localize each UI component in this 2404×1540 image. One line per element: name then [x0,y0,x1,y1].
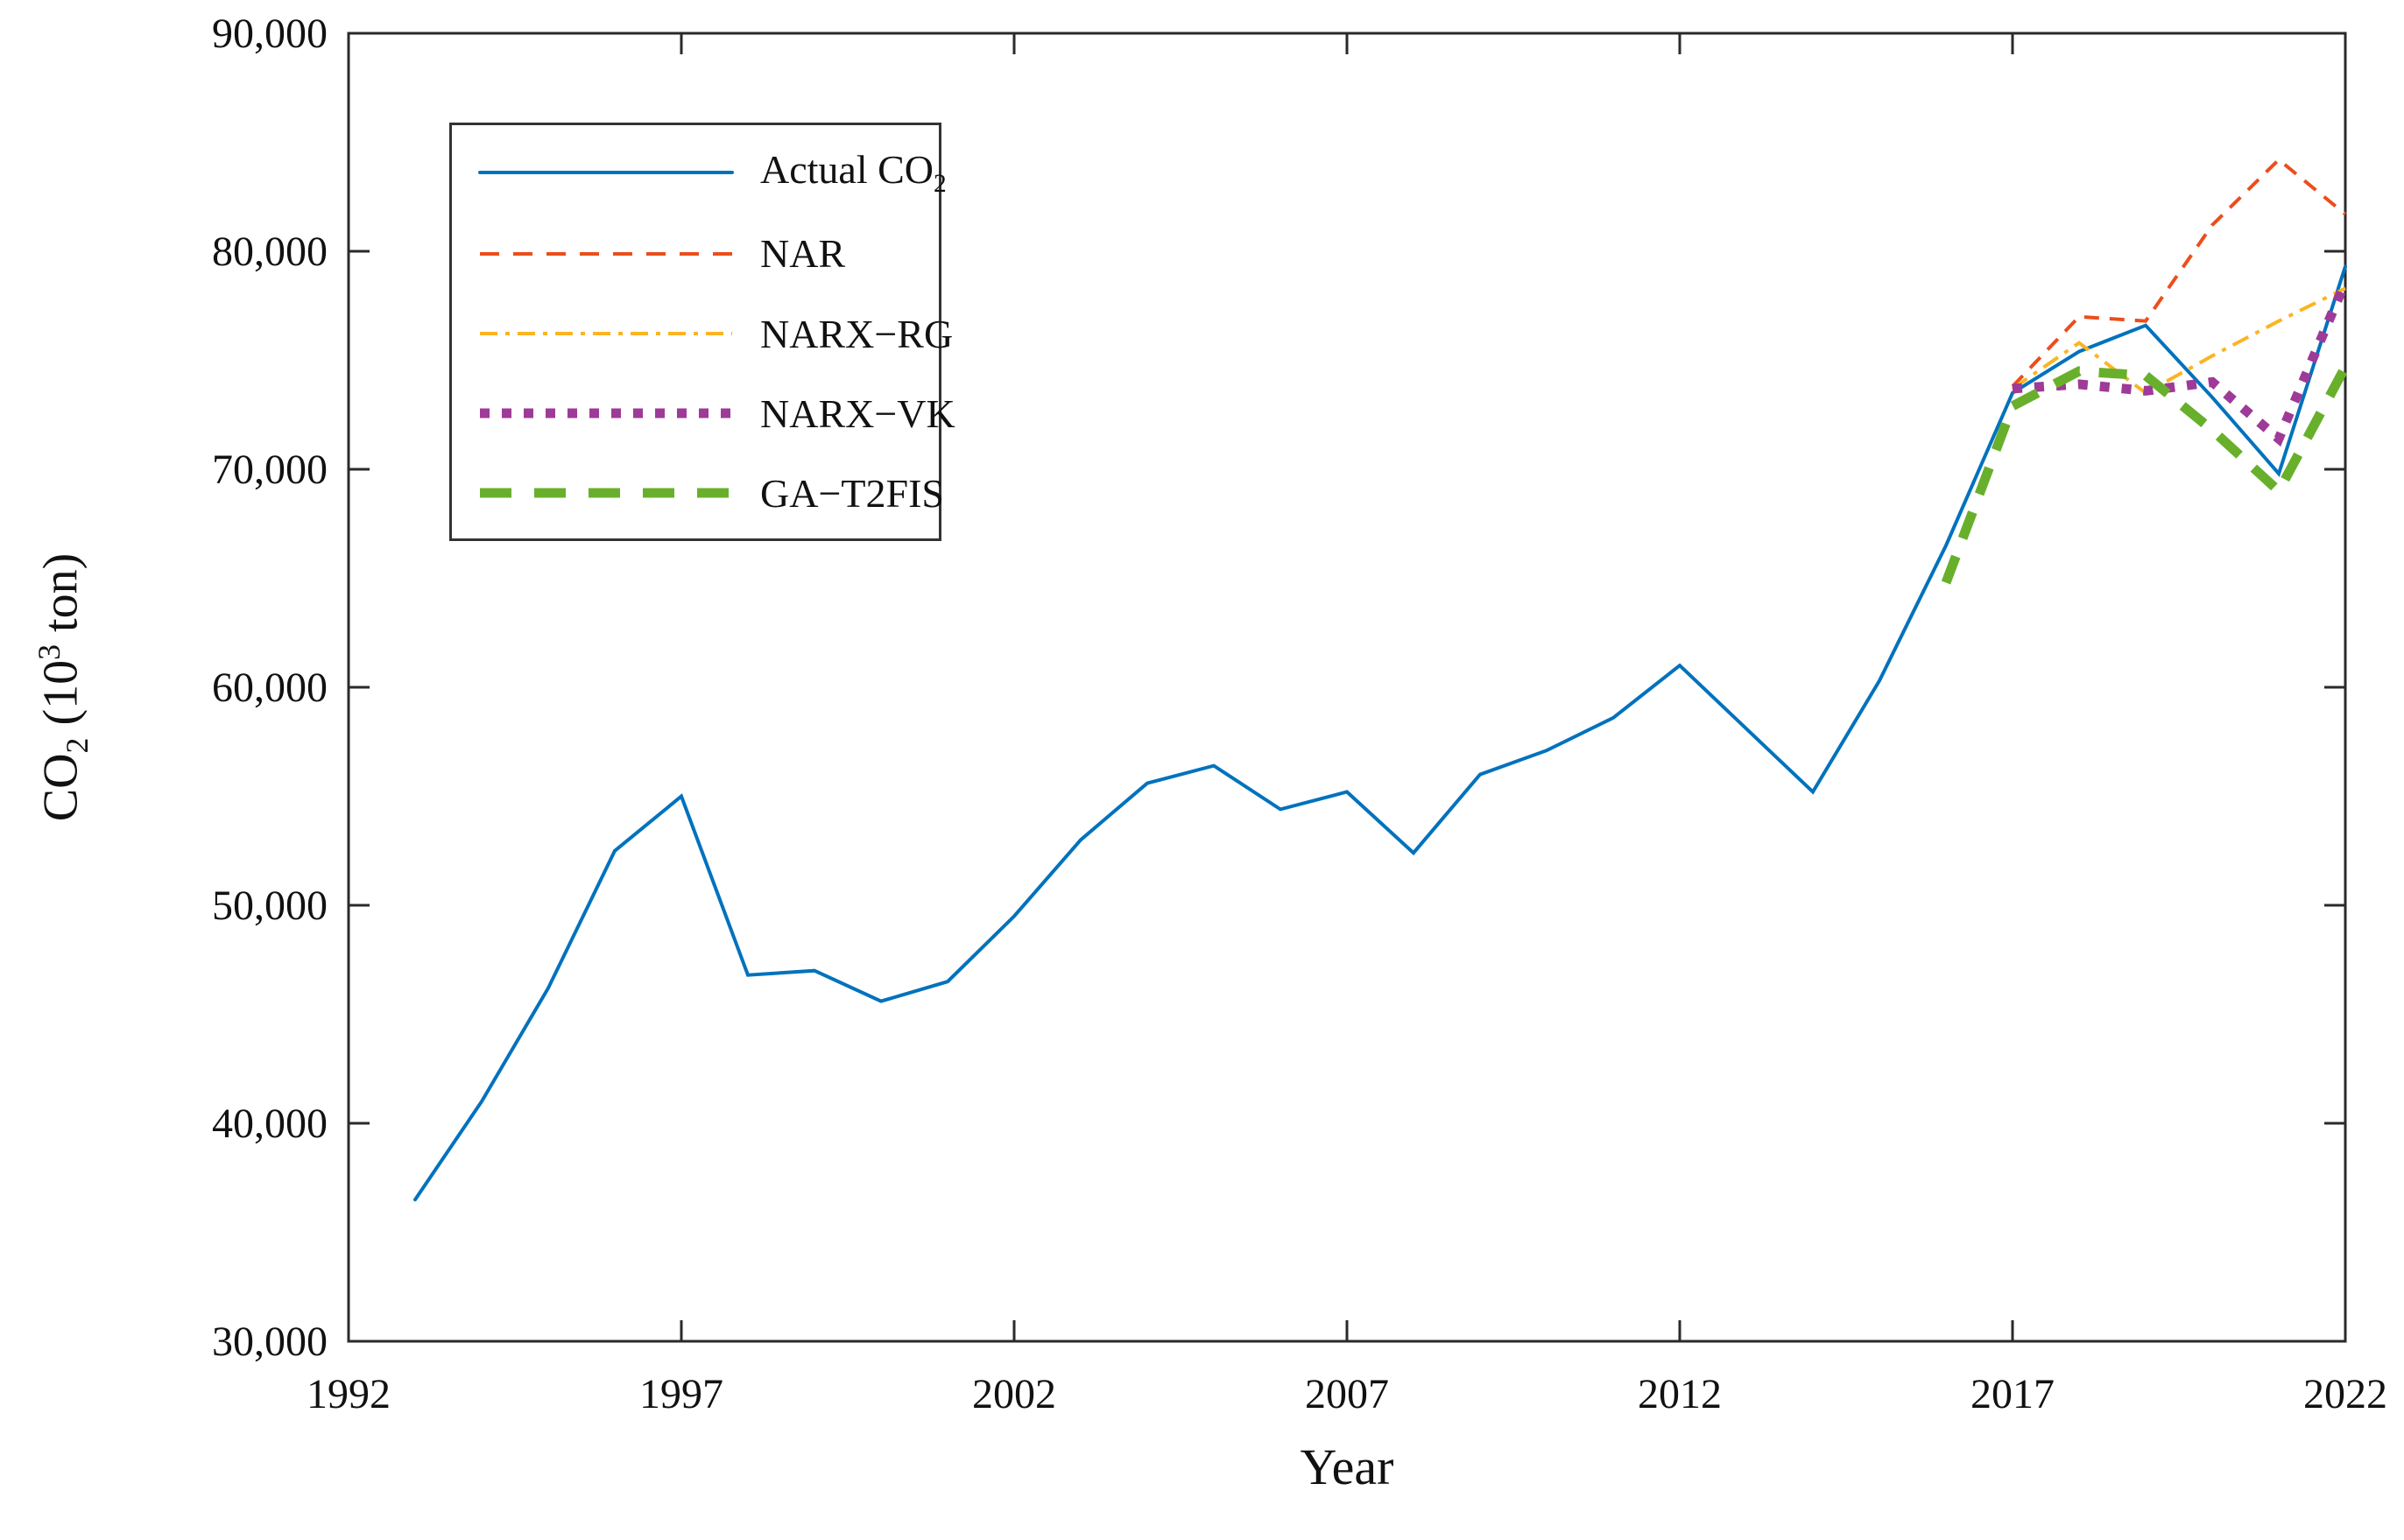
svg-text:1992: 1992 [307,1371,391,1417]
legend-item-nar: NAR [475,229,939,278]
legend-line-ga-t2fis-icon [480,488,732,498]
svg-text:1997: 1997 [639,1371,723,1417]
svg-text:30,000: 30,000 [212,1318,328,1365]
legend: Actual CO2 NAR NARX−RG NARX−VK GA−T2FIS [449,123,955,541]
legend-label-narx-vk: NARX−VK [760,390,955,436]
series-line-ga-t2fis [1941,364,2350,585]
series-line-actual-co2 [413,264,2347,1202]
legend-line-nar-icon [480,251,732,256]
svg-text:60,000: 60,000 [212,665,328,711]
legend-label-ga-t2fis: GA−T2FIS [760,470,944,516]
svg-text:40,000: 40,000 [212,1101,328,1147]
y-axis-ticks [349,32,2345,1343]
y-axis-label-text2: (10 [33,659,88,738]
x-axis-tick-labels: 1992 1997 2002 2007 2012 2017 2022 [307,1371,2387,1417]
legend-label-nar: NAR [760,231,846,277]
x-axis-label: Year [1300,1438,1394,1495]
svg-text:2012: 2012 [1638,1371,1722,1417]
x-axis-ticks [347,33,2347,1341]
svg-text:2002: 2002 [972,1371,1056,1417]
legend-label-narx-rg: NARX−RG [760,311,954,356]
svg-text:2007: 2007 [1305,1371,1389,1417]
legend-line-narx-rg-icon [480,332,732,336]
y-axis-label-text: CO [33,753,88,822]
svg-text:2017: 2017 [1970,1371,2055,1417]
legend-item-narx-vk: NARX−VK [475,389,955,438]
series-lines [413,157,2351,1202]
y-axis-label-subscript: 2 [59,737,95,754]
svg-text:80,000: 80,000 [212,229,328,275]
legend-line-actual-co2-icon [478,170,734,174]
series-line-nar [2011,157,2347,388]
y-axis-label: CO2 (103 ton) [31,553,95,822]
y-axis-label-superscript: 3 [32,643,67,660]
svg-text:70,000: 70,000 [212,447,328,493]
svg-text:90,000: 90,000 [212,11,328,57]
series-line-narx-rg [2011,286,2346,396]
y-axis-tick-labels: 30,000 40,000 50,000 60,000 70,000 80,000 90,0… [212,11,328,1365]
legend-item-actual-co2: Actual CO2 [475,146,947,199]
legend-label-actual-co2: Actual CO2 [760,146,947,198]
legend-item-narx-rg: NARX−RG [475,309,953,358]
y-axis-label-text3: ton) [33,552,88,644]
svg-text:50,000: 50,000 [212,883,328,929]
legend-line-narx-vk-icon [480,408,732,418]
svg-text:2022: 2022 [2303,1371,2387,1417]
legend-item-ga-t2fis: GA−T2FIS [475,468,944,517]
